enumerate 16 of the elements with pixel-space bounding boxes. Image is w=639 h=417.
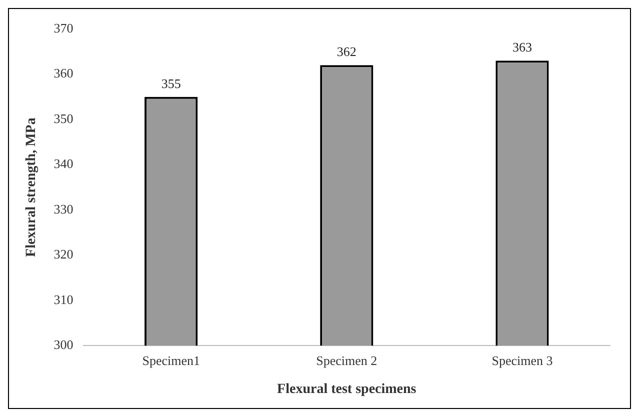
y-tick-label: 340 [54, 156, 74, 172]
y-tick-label: 320 [54, 246, 74, 262]
y-tick-label: 370 [54, 20, 74, 36]
data-label: 362 [336, 44, 356, 60]
x-tick-label: Specimen 3 [492, 352, 553, 368]
data-label: 363 [512, 40, 532, 55]
y-tick-label: 350 [54, 110, 74, 126]
y-tick-label: 310 [54, 292, 74, 307]
y-tick-label: 330 [54, 201, 74, 216]
y-tick-label: 300 [54, 337, 74, 352]
y-tick-label: 360 [54, 66, 74, 81]
data-label: 355 [161, 76, 181, 91]
x-tick-label: Specimen 2 [316, 352, 378, 368]
x-axis-title: Flexural test specimens [277, 382, 417, 398]
y-axis-title: Flexural strength, MPa [24, 118, 40, 257]
x-tick-label: Specimen1 [142, 352, 200, 368]
